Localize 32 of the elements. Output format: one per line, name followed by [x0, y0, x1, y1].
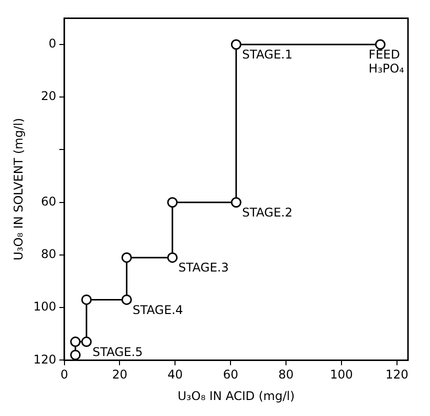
- point: [81, 294, 92, 305]
- x-tick-label: 40: [168, 368, 183, 382]
- point: [81, 336, 92, 348]
- x-tick-label: 100: [330, 368, 353, 382]
- x-tick-label: 120: [385, 368, 408, 382]
- annotation: FEED H₃PO₄: [368, 48, 404, 76]
- y-tick-label: 120: [33, 352, 56, 366]
- annotation: STAGE.5: [92, 344, 143, 359]
- x-tick-label: 0: [60, 368, 68, 382]
- x-tick-label: 80: [278, 368, 294, 382]
- point: [167, 252, 178, 263]
- y-tick-label: 100: [33, 300, 56, 314]
- x-axis-title: U₃O₈ IN ACID (mg/l): [178, 388, 295, 403]
- point: [167, 197, 178, 208]
- y-tick-label: 80: [41, 247, 56, 262]
- point: [121, 252, 132, 263]
- point: [121, 294, 132, 305]
- annotation: STAGE.2: [242, 205, 292, 220]
- y-axis-title: U₃O₈ IN SOLVENT (mg/l): [11, 118, 26, 260]
- point: [70, 336, 81, 348]
- point: [230, 39, 242, 50]
- x-tick-label: 60: [222, 368, 238, 382]
- y-tick-label: 20: [41, 89, 56, 104]
- point: [375, 39, 386, 50]
- annotation: STAGE.1: [242, 48, 292, 62]
- annotation: STAGE.3: [178, 260, 229, 275]
- point: [70, 350, 81, 360]
- point: [230, 197, 242, 208]
- y-tick-label: 60: [41, 194, 56, 208]
- y-tick-label: 0: [48, 36, 56, 51]
- annotation: STAGE.4: [132, 302, 184, 317]
- x-tick-label: 20: [112, 368, 128, 382]
